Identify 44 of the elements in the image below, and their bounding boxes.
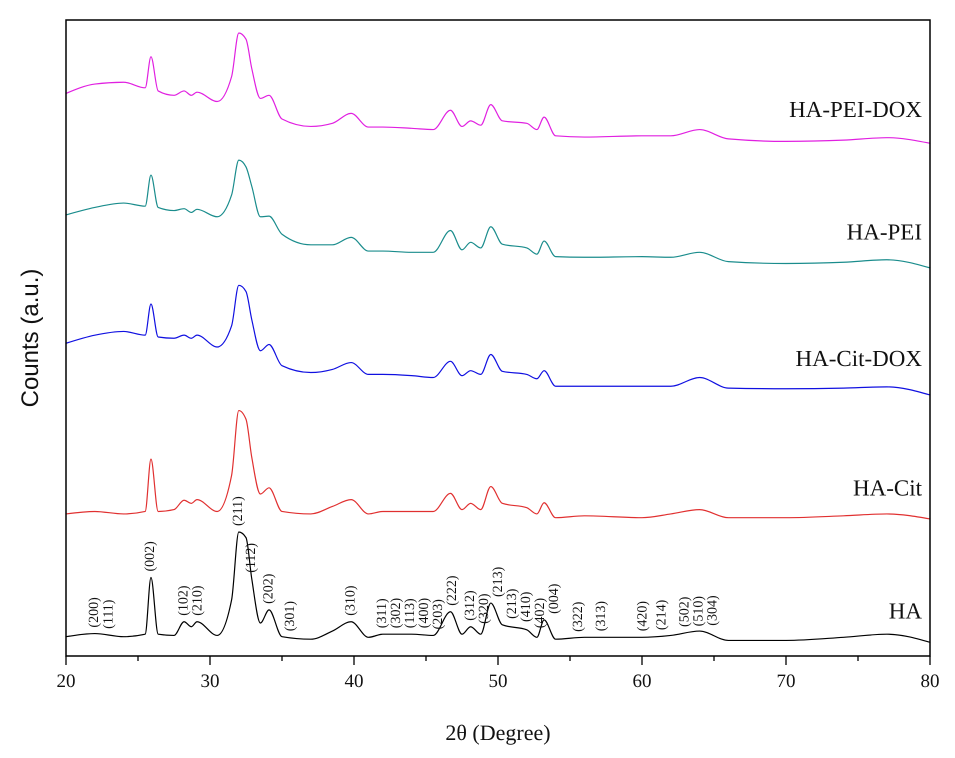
annotation: (313) [594, 600, 609, 632]
annotation: (002) [143, 540, 158, 572]
annotation: (210) [190, 585, 206, 616]
series-label: HA-PEI [846, 220, 922, 245]
series-label: HA-Cit [853, 476, 923, 501]
annotation: (111) [101, 599, 116, 629]
series-label: HA [888, 598, 922, 624]
x-tick-label: 80 [920, 671, 940, 692]
series-label: HA-Cit-DOX [796, 346, 922, 372]
series-label: HA-PEI-DOX [789, 96, 922, 122]
annotation: (222) [445, 575, 460, 606]
annotation: (211) [231, 496, 246, 526]
annotation: (214) [654, 599, 670, 630]
annotation: (113) [403, 598, 418, 628]
x-tick-label: 40 [344, 671, 364, 692]
annotation: (302) [389, 598, 404, 628]
annotation: (400) [417, 598, 432, 628]
annotation: (213) [504, 588, 520, 619]
x-tick-label: 70 [776, 671, 796, 692]
x-tick-label: 20 [56, 671, 76, 692]
annotation: (301) [282, 600, 298, 632]
annotation: (312) [462, 590, 478, 621]
annotation: (510) [691, 596, 706, 626]
annotation: (310) [343, 585, 358, 616]
annotation: (112) [244, 542, 259, 573]
annotation: (213) [490, 566, 506, 598]
annotation: (200) [87, 596, 102, 628]
x-tick-label: 50 [488, 671, 508, 692]
x-tick-label: 60 [632, 671, 652, 692]
annotation: (502) [677, 596, 692, 627]
annotation: (202) [261, 573, 276, 604]
annotation: (322) [570, 601, 586, 632]
annotation: (420) [636, 600, 651, 632]
x-tick-label: 30 [200, 671, 220, 692]
annotation: (004) [546, 583, 562, 614]
annotation: (203) [431, 598, 446, 630]
annotation: (304) [705, 595, 720, 626]
y-axis-title: Counts (a.u.) [17, 268, 44, 408]
annotation: (320) [476, 593, 492, 624]
annotation: (402) [532, 598, 548, 628]
annotation: (311) [375, 598, 390, 628]
annotation: (102) [176, 585, 192, 616]
x-axis-title: 2θ (Degree) [445, 720, 551, 745]
annotation: (410) [518, 591, 534, 622]
